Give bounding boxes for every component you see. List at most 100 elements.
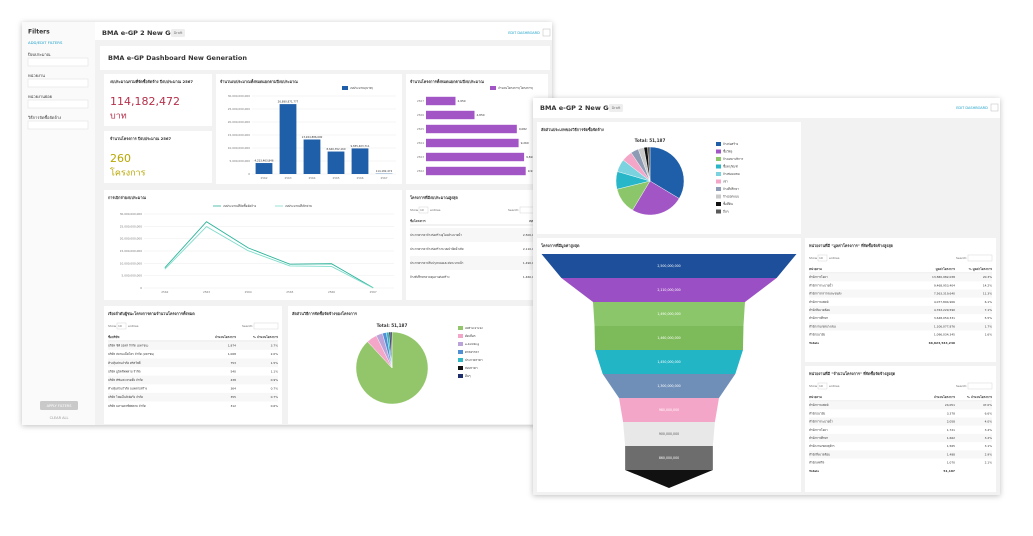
control-label: entries <box>430 208 441 212</box>
legend-swatch <box>716 209 721 214</box>
control-label: Show <box>809 256 818 260</box>
y-tick-label: 2567 <box>417 99 424 103</box>
table-cell: 1,565 <box>947 444 955 448</box>
legend-swatch <box>716 172 721 176</box>
menu-button[interactable] <box>542 28 551 37</box>
x-tick-label: 2566 <box>356 176 363 180</box>
data-label: 9,970 <box>528 169 536 173</box>
kpi-value: 260 <box>110 152 131 165</box>
legend-swatch <box>716 142 721 146</box>
entries-value: 10 <box>118 324 122 328</box>
y-tick-label: 2564 <box>417 141 424 145</box>
search-input[interactable] <box>967 254 993 262</box>
table-cell: 4,077,894,906 <box>934 300 955 304</box>
add-filters-link[interactable]: ADD/EDIT FILTERS <box>28 40 63 45</box>
control-label: Search: <box>956 384 967 388</box>
row-stripe <box>809 305 992 315</box>
title-card <box>100 46 550 70</box>
y-tick-label: 2565 <box>417 127 424 131</box>
edit-button[interactable]: EDIT DASHBOARD <box>508 31 540 35</box>
pie-slice <box>647 146 651 182</box>
filter-label: ปีงบประมาณ <box>27 52 51 57</box>
table-cell: 2,058 <box>947 420 955 424</box>
table-cell: 3.2% <box>985 436 993 440</box>
entries-select[interactable] <box>817 254 828 262</box>
control-label: Show <box>108 324 117 328</box>
y-tick-label: 10,000,000,000 <box>120 261 142 265</box>
row-stripe <box>809 417 992 426</box>
table-cell: บริษัท ซีพี ออลล์ จำกัด (มหาชน) <box>108 344 148 348</box>
table-cell: สำนักการโยธา <box>809 428 828 432</box>
funnel-segment <box>625 446 713 470</box>
bar <box>426 166 526 176</box>
y-tick-label: 2562 <box>417 169 424 173</box>
table-cell: สำนักงานเขตจตุจักร <box>809 444 835 449</box>
table-cell: 0.6% <box>271 404 279 408</box>
kpi-unit: บาท <box>110 112 127 122</box>
column-header: จำนวนโครงการ <box>934 394 955 399</box>
data-label: 114,182,472 <box>376 169 393 173</box>
table-cell: 1,874 <box>228 344 236 348</box>
filter-select[interactable] <box>27 78 89 88</box>
table-cell: 1,106,077,876 <box>934 324 955 328</box>
funnel-tip <box>625 470 713 488</box>
data-label: 9,082 <box>519 127 527 131</box>
search-input[interactable] <box>967 382 993 390</box>
table-cell: 0.9% <box>271 378 279 382</box>
edit-button[interactable]: EDIT DASHBOARD <box>956 106 988 110</box>
entries-value: 10 <box>420 208 424 212</box>
table-cell: ห้างหุ้นส่วนจำกัด ธนพรก่อสร้าง <box>108 387 148 392</box>
funnel-segment <box>602 374 736 398</box>
data-label: 26,880,871,777 <box>278 100 299 104</box>
card-title: การเบิกจ่ายงบประมาณ <box>108 194 146 200</box>
entries-select[interactable] <box>817 382 828 390</box>
table-cell: 0.7% <box>271 387 279 391</box>
kpi-card <box>104 74 212 126</box>
clear-label[interactable]: CLEAR ALL <box>50 416 69 420</box>
column-header: มูลค่าโครงการ <box>936 266 956 272</box>
y-tick-label: 25,000,000,000 <box>120 224 142 228</box>
y-tick-label: 20,000,000,000 <box>120 237 142 241</box>
card-title: สัดส่วนวิธีการจัดซื้อจัดจ้างของโครงการ <box>292 310 358 316</box>
table-cell: 438 <box>230 378 236 382</box>
line-series <box>164 221 374 289</box>
x-tick-label: 2562 <box>161 290 168 294</box>
filter-select[interactable] <box>27 99 89 109</box>
legend-swatch <box>490 86 496 90</box>
table-cell: 1.6% <box>985 333 993 337</box>
filter-select[interactable] <box>27 57 89 67</box>
table-cell: 47.0% <box>983 403 992 407</box>
column-header: จำนวนโครงการ <box>215 334 236 339</box>
menu-button[interactable] <box>990 103 999 112</box>
card <box>104 190 402 300</box>
column-header: หน่วยงาน <box>809 395 823 399</box>
filter-select[interactable] <box>27 120 89 130</box>
kpi-label: งบประมาณรวมที่จัดซื้อจัดจ้าง ปีงบประมาณ … <box>110 78 193 84</box>
y-tick-label: 30,000,000,000 <box>228 94 250 98</box>
table-cell: สำนักการโยธา <box>809 275 828 279</box>
apply-button[interactable] <box>40 401 78 410</box>
legend-label: ซื้อที่ดิน <box>723 201 733 206</box>
data-label: 1,300,000,000 <box>657 384 680 388</box>
row-stripe <box>108 375 278 385</box>
row-stripe <box>809 273 992 282</box>
data-label: 2,950 <box>458 99 466 103</box>
legend-label: งบประมาณที่จัดซื้อจัดจ้าง <box>223 203 257 208</box>
entries-select[interactable] <box>418 206 429 214</box>
bar <box>426 110 475 120</box>
y-tick-label: 20,000,000,000 <box>228 120 250 124</box>
column-header: หน่วยงาน <box>809 267 823 271</box>
legend-label: อื่นๆ <box>465 373 471 379</box>
search-input[interactable] <box>253 322 279 330</box>
card-title: โครงการที่มีงบประมาณสูงสุด <box>409 194 458 201</box>
row-stripe <box>410 256 544 270</box>
entries-select[interactable] <box>116 322 127 330</box>
legend-swatch <box>458 358 463 362</box>
control-label: Show <box>809 384 818 388</box>
y-tick-label: 30,000,000,000 <box>120 212 142 216</box>
table-cell: สำนักการระบายน้ำ <box>809 419 833 424</box>
card <box>805 238 996 362</box>
card <box>805 366 996 492</box>
table-cell: สำนักการจราจรและขนส่ง <box>809 292 842 296</box>
